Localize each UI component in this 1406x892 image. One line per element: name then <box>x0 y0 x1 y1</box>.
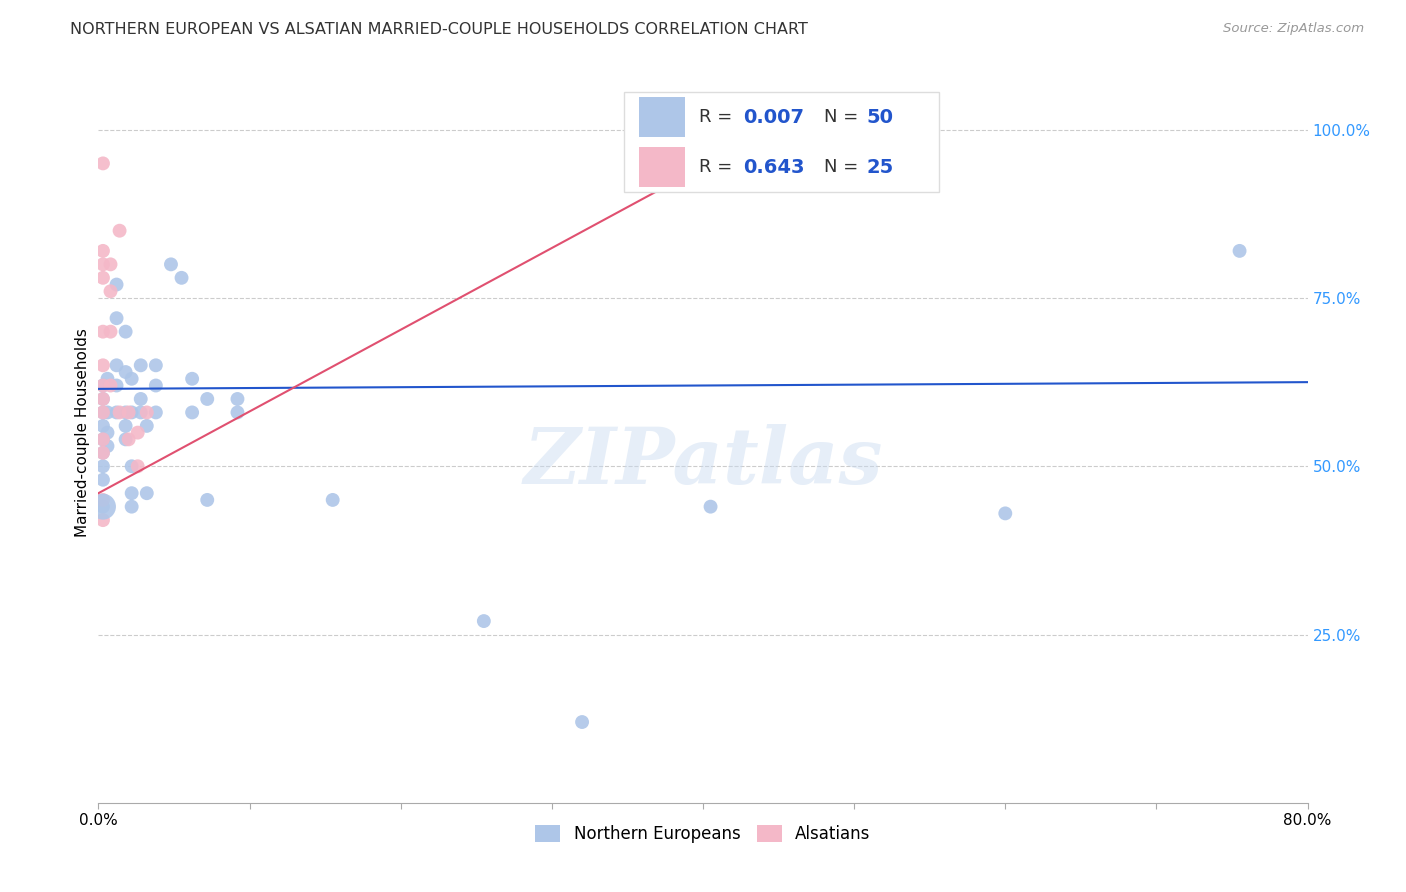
Text: ZIPatlas: ZIPatlas <box>523 424 883 500</box>
Point <box>135 405 157 419</box>
Point <box>91 418 114 433</box>
Bar <box>638 96 685 137</box>
Text: 50: 50 <box>866 108 893 127</box>
Point <box>100 285 122 299</box>
Point <box>105 277 128 292</box>
Text: R =: R = <box>699 158 738 176</box>
Point <box>118 433 141 447</box>
Point <box>108 224 131 238</box>
Point <box>91 359 114 373</box>
Point <box>121 486 143 500</box>
Y-axis label: Married-couple Households: Married-couple Households <box>75 328 90 537</box>
Text: N =: N = <box>824 108 863 126</box>
Point <box>226 392 249 406</box>
Point <box>91 156 114 170</box>
Point <box>105 359 128 373</box>
Point <box>699 163 721 178</box>
Point <box>135 486 157 500</box>
Point <box>127 425 149 440</box>
FancyBboxPatch shape <box>624 92 939 192</box>
Point <box>145 359 167 373</box>
Text: N =: N = <box>824 158 863 176</box>
Point <box>91 433 114 447</box>
Point <box>181 372 204 386</box>
Point <box>322 492 344 507</box>
Point <box>699 500 721 514</box>
Point <box>91 433 114 447</box>
Point <box>100 325 122 339</box>
Text: Source: ZipAtlas.com: Source: ZipAtlas.com <box>1223 22 1364 36</box>
Point <box>91 446 114 460</box>
Point <box>114 365 136 379</box>
Point <box>91 492 114 507</box>
Point <box>118 405 141 419</box>
Point <box>472 614 495 628</box>
Point <box>91 500 114 514</box>
Point <box>105 311 128 326</box>
Point <box>195 392 218 406</box>
Text: 0.007: 0.007 <box>742 108 804 127</box>
Point <box>91 500 114 514</box>
Point <box>127 459 149 474</box>
Point <box>114 433 136 447</box>
Point <box>145 405 167 419</box>
Point <box>1229 244 1251 258</box>
Legend: Northern Europeans, Alsatians: Northern Europeans, Alsatians <box>529 819 877 850</box>
Text: NORTHERN EUROPEAN VS ALSATIAN MARRIED-COUPLE HOUSEHOLDS CORRELATION CHART: NORTHERN EUROPEAN VS ALSATIAN MARRIED-CO… <box>70 22 808 37</box>
Point <box>91 378 114 392</box>
Point <box>114 418 136 433</box>
Point <box>181 405 204 419</box>
Point <box>91 513 114 527</box>
Point <box>129 392 152 406</box>
Point <box>121 459 143 474</box>
Point <box>170 270 193 285</box>
Text: 25: 25 <box>866 158 893 177</box>
Point <box>91 244 114 258</box>
Point <box>105 405 128 419</box>
Text: R =: R = <box>699 108 738 126</box>
Point <box>145 378 167 392</box>
Point <box>91 459 114 474</box>
Point <box>129 405 152 419</box>
Point <box>91 392 114 406</box>
Point <box>96 439 118 453</box>
Point <box>91 257 114 271</box>
Point <box>160 257 183 271</box>
Point <box>96 405 118 419</box>
Point <box>96 425 118 440</box>
Point <box>114 325 136 339</box>
Point <box>129 359 152 373</box>
Point <box>91 392 114 406</box>
Point <box>121 372 143 386</box>
Point <box>91 270 114 285</box>
Point <box>91 446 114 460</box>
Bar <box>638 146 685 187</box>
Point <box>91 325 114 339</box>
Point <box>226 405 249 419</box>
Point <box>571 714 593 729</box>
Point <box>91 473 114 487</box>
Point <box>108 405 131 419</box>
Text: 0.643: 0.643 <box>742 158 804 177</box>
Point <box>91 378 114 392</box>
Point <box>121 500 143 514</box>
Point <box>96 372 118 386</box>
Point <box>135 418 157 433</box>
Point <box>91 405 114 419</box>
Point <box>100 257 122 271</box>
Point <box>91 405 114 419</box>
Point <box>114 405 136 419</box>
Point <box>100 378 122 392</box>
Point <box>994 507 1017 521</box>
Point <box>105 378 128 392</box>
Point <box>121 405 143 419</box>
Point <box>195 492 218 507</box>
